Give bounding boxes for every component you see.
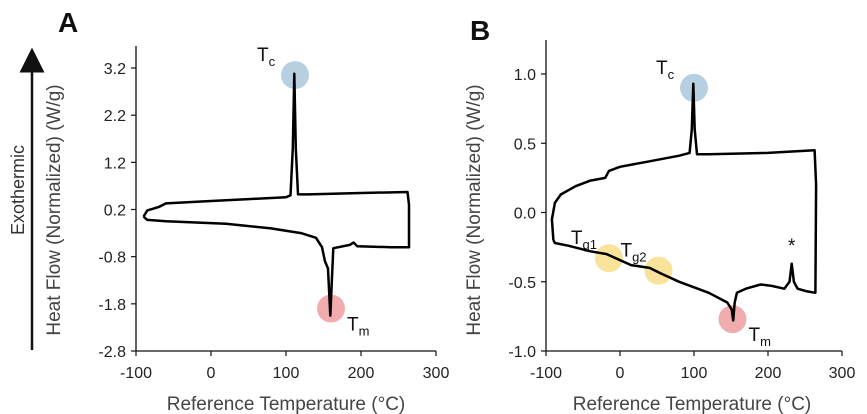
panel-a-x-tick-label: 300 <box>423 365 450 382</box>
panel-b-y-tick-label: -1.0 <box>508 344 536 361</box>
panel-a-x-axis-label: Reference Temperature (°C) <box>167 394 406 414</box>
panel-b-x-tick-label: 200 <box>755 365 782 382</box>
panel-a-letter: A <box>58 7 78 38</box>
panel-b-annotation-label: * <box>788 236 796 257</box>
panel-b-annotation-label: Tc <box>656 58 675 82</box>
panel-a-x-tick-label: 100 <box>273 365 300 382</box>
panel-a-x-tick-label: 0 <box>207 365 216 382</box>
panel-b-annotation-label: Tg1 <box>571 228 597 252</box>
panel-b-highlight-marker <box>594 244 623 273</box>
panel-b-y-tick-label: -0.5 <box>508 275 536 292</box>
panel-a-annotation-label: Tc <box>257 45 276 69</box>
panel-b-x-tick-label: 0 <box>616 365 625 382</box>
panel-b-dsc-curve <box>550 82 818 322</box>
panel-b-y-tick-label: 0.0 <box>514 206 536 223</box>
panel-a-y-tick-label: -0.8 <box>98 250 126 267</box>
panel-a-y-tick-label: -1.8 <box>98 297 126 314</box>
panel-b-x-axis-label: Reference Temperature (°C) <box>573 394 812 414</box>
panel-a: A Heat Flow (Normalized) (W/g) Reference… <box>44 7 449 414</box>
panel-a-y-tick-label: -2.8 <box>98 344 126 361</box>
exothermic-label: Exothermic <box>8 145 28 235</box>
panel-a-annotation-label: Tm <box>347 315 369 339</box>
panel-a-x-tick-label: 200 <box>348 365 375 382</box>
panel-b-x-tick-label: -100 <box>530 365 562 382</box>
panel-a-y-tick-label: 0.2 <box>104 203 126 220</box>
panel-b-x-tick-label: 100 <box>681 365 708 382</box>
panel-a-y-tick-label: 3.2 <box>104 61 126 78</box>
panel-b: B Heat Flow (Normalized) (W/g) Reference… <box>464 15 855 414</box>
panel-a-y-axis-label: Heat Flow (Normalized) (W/g) <box>44 84 65 335</box>
panel-b-y-tick-label: 1.0 <box>514 67 536 84</box>
panel-b-x-tick-label: 300 <box>829 365 856 382</box>
panel-a-dsc-curve <box>142 72 411 317</box>
panel-b-y-axis-label: Heat Flow (Normalized) (W/g) <box>464 84 485 335</box>
panel-b-annotation-label: Tm <box>748 325 770 349</box>
panel-b-annotation-label: Tg2 <box>620 241 646 265</box>
panel-a-y-tick-label: 2.2 <box>104 108 126 125</box>
panel-a-y-tick-label: 1.2 <box>104 155 126 172</box>
panel-a-x-tick-label: -100 <box>120 365 152 382</box>
panel-b-y-tick-label: 0.5 <box>514 136 536 153</box>
panel-b-letter: B <box>470 15 490 46</box>
panel-b-highlight-marker <box>644 256 673 285</box>
